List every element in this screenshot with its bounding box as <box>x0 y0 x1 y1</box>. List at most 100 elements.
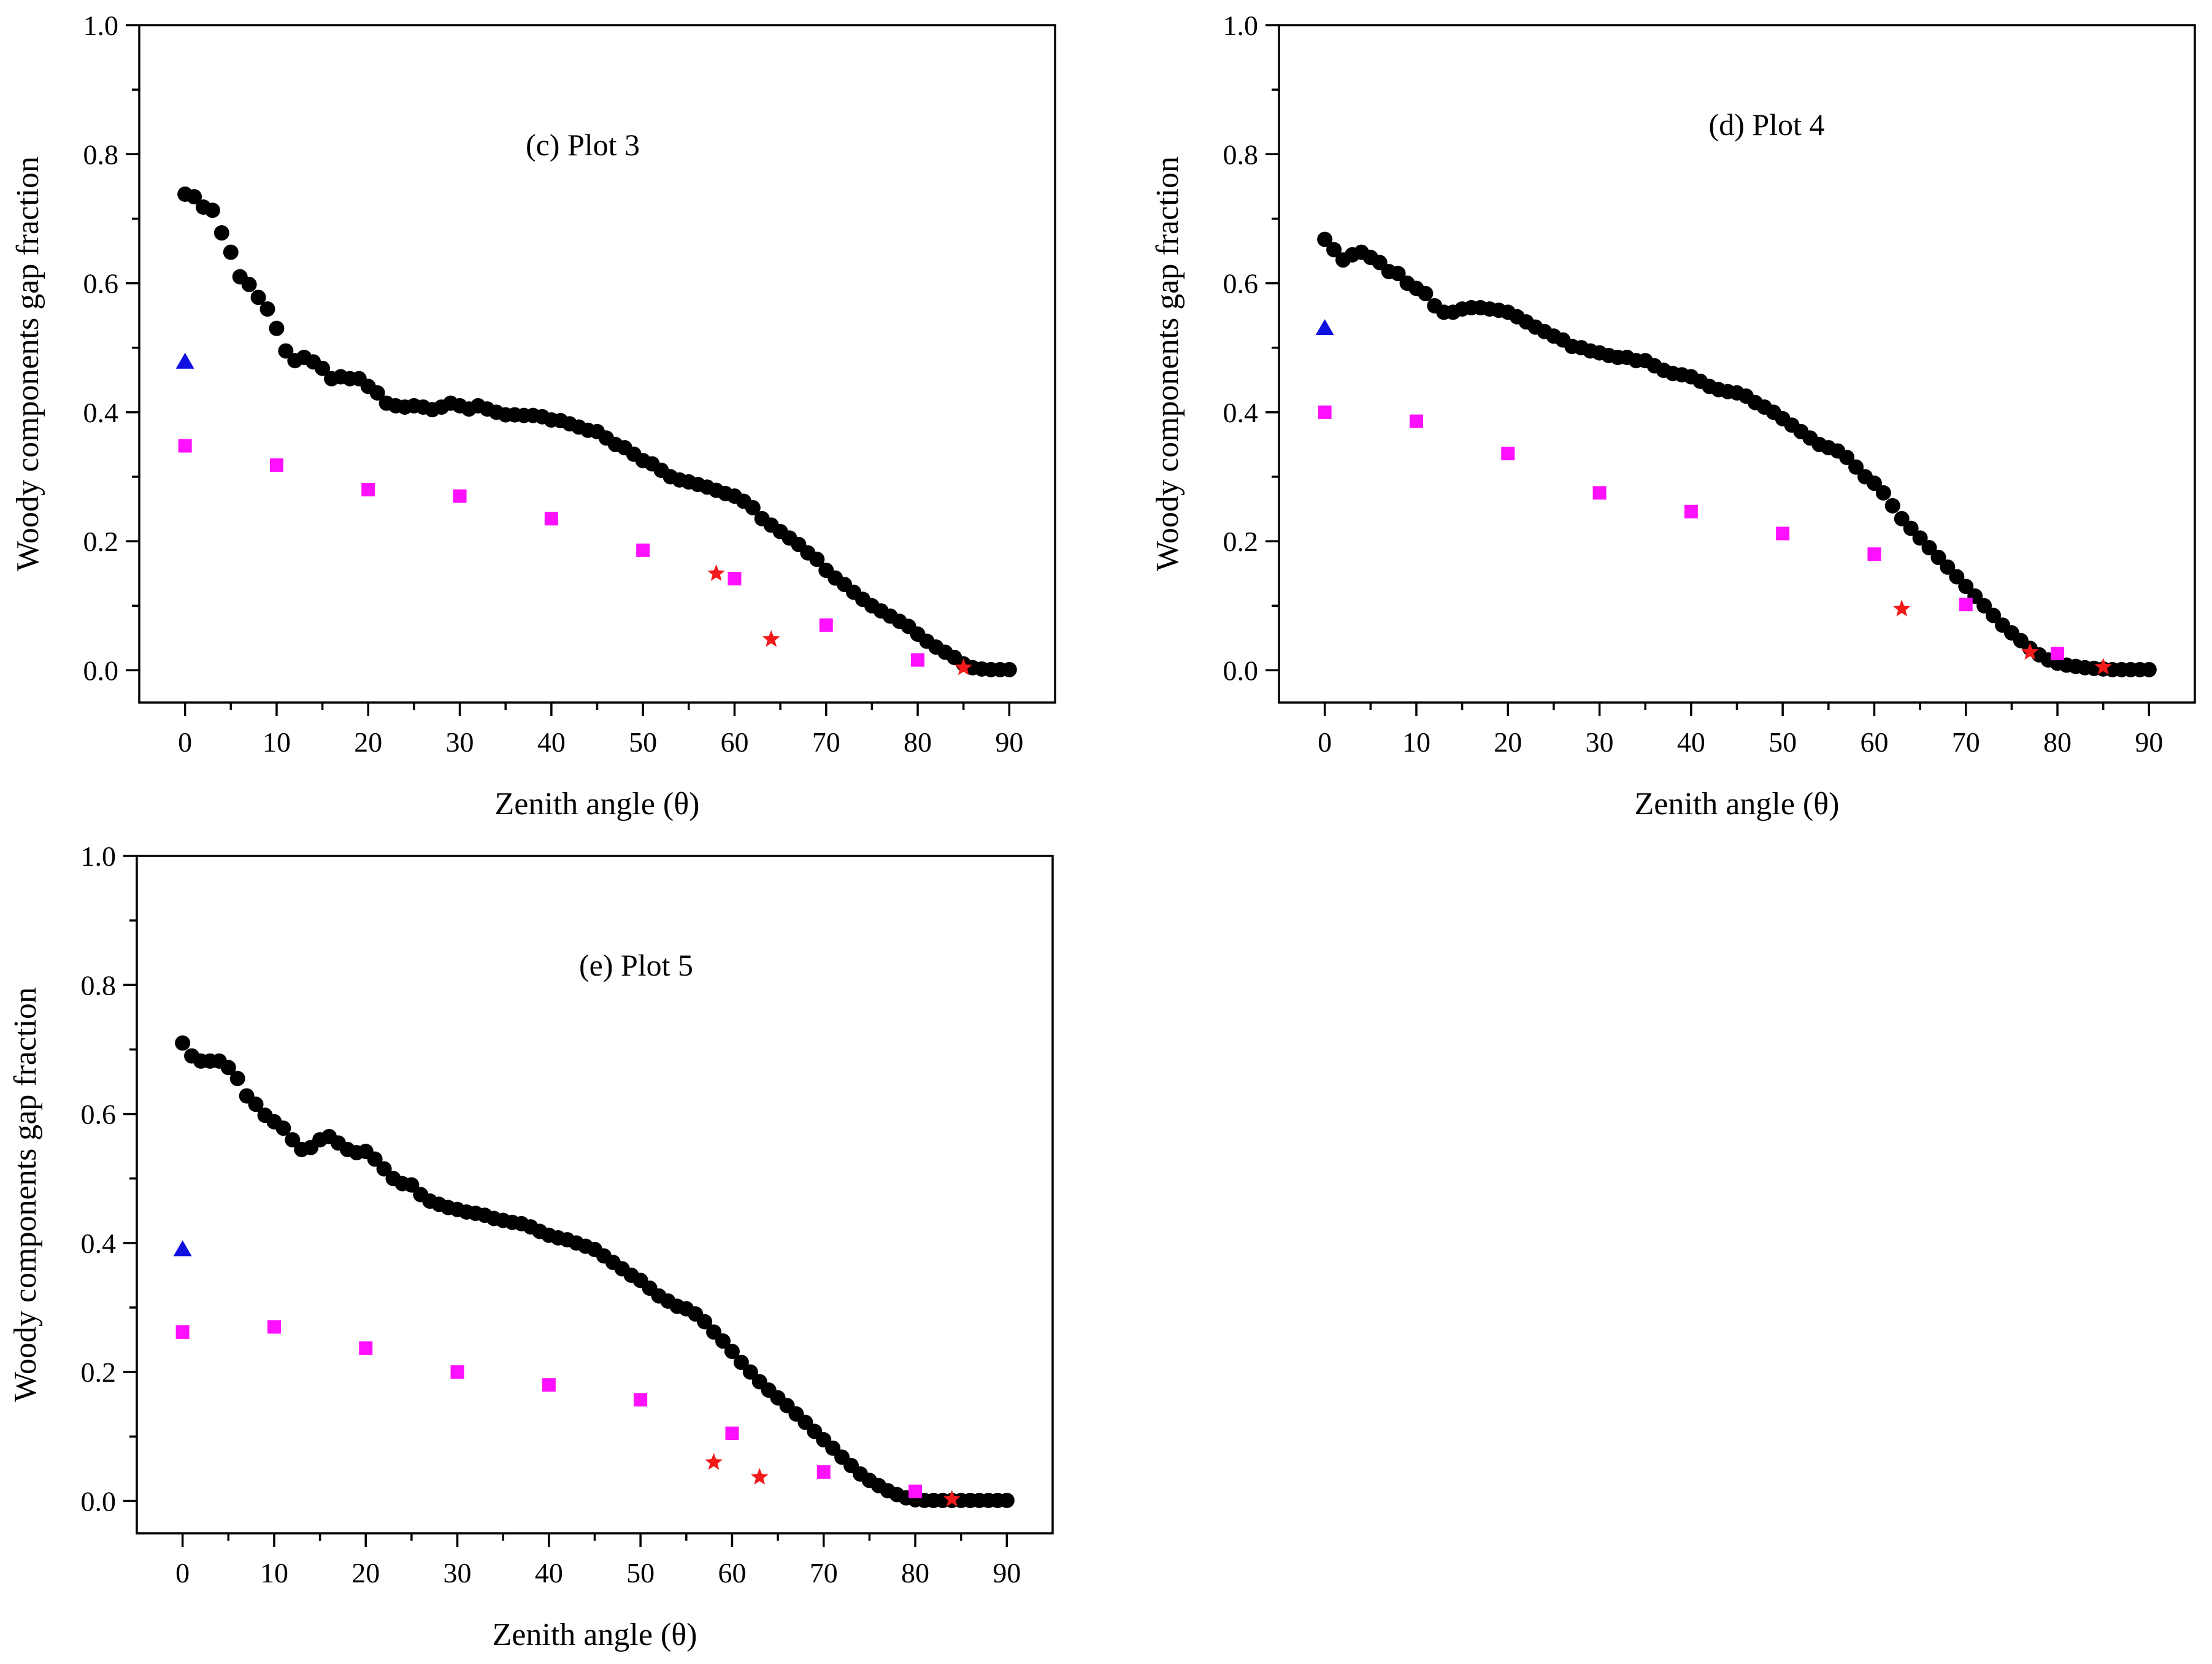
chart-panel-c: (c) Plot 3 0 10 20 30 40 50 60 70 80 90 0.0 0.2 0.4 0… <box>10 10 1056 822</box>
data-point-circle <box>745 499 761 515</box>
series-triangle <box>173 1240 192 1257</box>
data-point-circle <box>213 225 229 241</box>
data-point-square <box>1867 547 1881 561</box>
x-tick-label: 80 <box>904 726 932 758</box>
data-point-star <box>751 1468 769 1485</box>
plot-frame <box>138 24 1056 704</box>
x-tick-label: 80 <box>901 1557 929 1589</box>
data-point-circle <box>369 385 385 401</box>
data-point-circle <box>2141 661 2157 677</box>
series-stars <box>705 1453 961 1507</box>
x-tick-label: 30 <box>1586 726 1614 758</box>
x-tick-label: 10 <box>260 1557 288 1589</box>
data-point-square <box>908 1484 923 1498</box>
data-point-circle <box>285 1132 301 1148</box>
y-tick-label: 0.6 <box>1223 268 1259 299</box>
data-point-circle <box>1912 530 1928 546</box>
data-point-square <box>1409 414 1423 428</box>
data-point-circle <box>1958 579 1974 595</box>
y-tick-label: 0.8 <box>81 969 117 1001</box>
data-point-square <box>1501 447 1515 461</box>
data-point-circle <box>1940 559 1956 575</box>
y-axis-title: Woody components gap fraction <box>8 987 43 1402</box>
data-point-square <box>636 543 650 557</box>
chart-title: (e) Plot 5 <box>579 948 693 982</box>
data-point-circle <box>1894 510 1910 526</box>
data-point-circle <box>1839 449 1855 465</box>
series-squares <box>175 1320 923 1498</box>
x-tick-label: 30 <box>446 726 474 758</box>
data-point-circle <box>259 301 275 317</box>
y-tick-label: 1.0 <box>81 841 117 872</box>
y-tick-label: 0.2 <box>1223 526 1259 557</box>
data-point-circle <box>278 343 294 359</box>
data-point-circle <box>367 1151 383 1167</box>
x-tick-label: 50 <box>626 1557 655 1589</box>
data-point-circle <box>275 1120 291 1136</box>
series-triangle <box>1315 319 1334 336</box>
data-point-circle <box>1875 485 1891 501</box>
data-point-circle <box>1390 266 1406 282</box>
x-tick-label: 0 <box>1318 726 1332 758</box>
x-tick-label: 60 <box>1860 726 1888 758</box>
series-circles <box>177 186 1017 677</box>
data-point-circle <box>724 1343 740 1359</box>
data-point-square <box>725 1427 739 1441</box>
y-tick-label: 0.4 <box>1223 397 1259 428</box>
data-point-square <box>2051 647 2065 661</box>
data-point-circle <box>220 1060 236 1076</box>
data-point-square <box>453 489 467 503</box>
data-point-circle <box>715 1333 731 1349</box>
x-tick-label: 70 <box>1952 726 1980 758</box>
data-point-circle <box>204 202 220 218</box>
x-tick-label: 90 <box>2135 726 2163 758</box>
x-tick-label: 0 <box>175 1557 190 1589</box>
data-point-square <box>361 483 375 497</box>
data-point-star <box>1893 599 1911 617</box>
chart-title: (d) Plot 4 <box>1709 107 1825 142</box>
data-point-circle <box>229 1071 245 1087</box>
x-tick-label: 60 <box>720 726 748 758</box>
data-point-star <box>2094 658 2112 675</box>
data-point-circle <box>404 1177 420 1193</box>
x-tick-label: 20 <box>354 726 382 758</box>
data-point-circle <box>248 1096 264 1112</box>
chart-panel-e: (e) Plot 5 0 10 20 30 40 50 60 70 80 90 0.0 0.2 0.4 0… <box>8 841 1054 1652</box>
y-tick-label: 0.4 <box>81 1228 117 1259</box>
data-point-circle <box>1848 459 1864 475</box>
chart-panel-d: (d) Plot 4 0 10 20 30 40 50 60 70 80 90 0.0 0.2 0.4 0… <box>1150 10 2196 822</box>
data-point-circle <box>175 1035 191 1051</box>
x-tick-label: 90 <box>995 726 1023 758</box>
y-tick-label: 0.0 <box>1223 655 1259 686</box>
x-tick-label: 50 <box>629 726 657 758</box>
x-tick-label: 20 <box>1494 726 1522 758</box>
data-point-star <box>954 658 972 676</box>
data-point-star <box>943 1490 961 1507</box>
x-tick-label: 50 <box>1768 726 1797 758</box>
data-point-square <box>267 1320 281 1334</box>
x-tick-label: 40 <box>537 726 566 758</box>
data-point-square <box>1592 486 1607 500</box>
data-point-square <box>359 1341 373 1355</box>
data-point-circle <box>1317 231 1333 247</box>
data-point-square <box>178 439 192 453</box>
data-point-circle <box>186 189 202 205</box>
x-tick-label: 10 <box>263 726 291 758</box>
data-point-circle <box>1903 520 1919 536</box>
series-circles <box>175 1035 1015 1508</box>
data-point-square <box>819 618 833 632</box>
data-point-circle <box>223 244 239 260</box>
data-point-circle <box>1001 661 1017 677</box>
data-point-triangle <box>175 352 194 369</box>
data-point-star <box>762 630 780 647</box>
data-point-star <box>707 564 725 581</box>
data-point-square <box>816 1465 831 1479</box>
series-stars <box>1893 599 2112 675</box>
y-tick-label: 1.0 <box>1223 10 1259 41</box>
x-tick-label: 40 <box>535 1557 563 1589</box>
data-point-square <box>1684 504 1698 518</box>
data-point-square <box>1318 405 1332 419</box>
data-point-circle <box>742 1364 758 1380</box>
y-tick-label: 0.4 <box>83 397 119 428</box>
